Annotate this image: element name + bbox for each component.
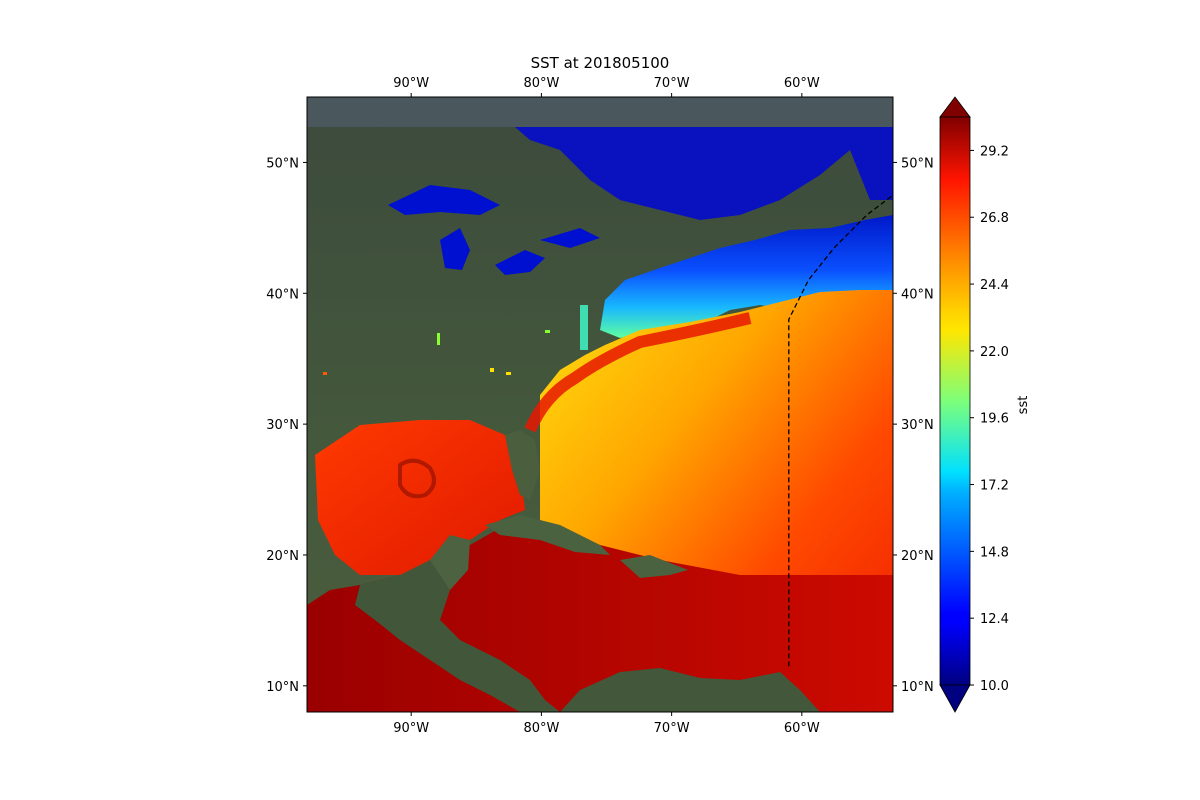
colorbar-tick-label: 10.0 <box>980 679 1009 694</box>
lon-label-top: 80°W <box>523 76 559 91</box>
colorbar-tick-label: 14.8 <box>980 545 1009 560</box>
lat-label-left: 30°N <box>266 418 299 433</box>
lat-label-right: 10°N <box>901 680 934 695</box>
colorbar-tick-label: 19.6 <box>980 412 1009 427</box>
great-lakes <box>388 185 600 275</box>
south-america-land <box>560 668 820 712</box>
lon-label-bottom: 80°W <box>523 721 559 736</box>
map-panel <box>307 97 893 712</box>
central-america-land <box>355 545 560 712</box>
lat-label-left: 50°N <box>266 156 299 171</box>
colorbar-body <box>939 116 971 686</box>
map-title: SST at 201805100 <box>531 54 670 72</box>
colorbar-tick-label: 22.0 <box>980 345 1009 360</box>
dashed-track-line <box>788 194 893 667</box>
lon-ticks-top: 90°W 80°W 70°W 60°W <box>393 76 820 97</box>
colorbar-label: sst <box>1016 396 1031 415</box>
colorbar-tick-label: 24.4 <box>980 278 1009 293</box>
lon-label-bottom: 60°W <box>784 721 820 736</box>
colorbar-tick-label: 17.2 <box>980 479 1009 494</box>
hispaniola-land <box>620 555 688 578</box>
colorbar-ticks: 10.0 12.4 14.8 17.2 19.6 22.0 24.4 26.8 29.2 <box>970 144 1009 694</box>
top-imagery-strip <box>307 97 893 127</box>
lon-label-top: 70°W <box>654 76 690 91</box>
yucatan-land <box>430 535 470 590</box>
lat-label-right: 20°N <box>901 549 934 564</box>
lat-label-right: 40°N <box>901 287 934 302</box>
lon-label-bottom: 90°W <box>393 721 429 736</box>
lon-ticks-bottom: 90°W 80°W 70°W 60°W <box>393 712 820 736</box>
lat-label-right: 50°N <box>901 156 934 171</box>
northern-water <box>515 127 893 220</box>
map-frame <box>306 96 894 713</box>
lon-label-top: 60°W <box>784 76 820 91</box>
colorbar-tick-label: 12.4 <box>980 612 1009 627</box>
colorbar-tick-label: 26.8 <box>980 211 1009 226</box>
lat-label-right: 30°N <box>901 418 934 433</box>
gulf-eddy <box>398 458 436 499</box>
colorbar-extend-min <box>939 684 971 713</box>
lat-ticks-left: 10°N 20°N 30°N 40°N 50°N <box>266 156 307 695</box>
lon-label-top: 90°W <box>393 76 429 91</box>
colorbar: 10.0 12.4 14.8 17.2 19.6 22.0 24.4 26.8 29.2 sst <box>939 96 1031 713</box>
colorbar-extend-max <box>939 96 971 118</box>
lat-ticks-right: 10°N 20°N 30°N 40°N 50°N <box>893 156 934 695</box>
cuba-land <box>485 515 610 555</box>
lat-label-left: 20°N <box>266 549 299 564</box>
cold-shelf-sea <box>600 215 893 338</box>
gulf-stream-band <box>524 312 752 433</box>
colorbar-tick-label: 29.2 <box>980 144 1009 159</box>
lat-label-left: 40°N <box>266 287 299 302</box>
lat-label-left: 10°N <box>266 680 299 695</box>
lon-label-bottom: 70°W <box>654 721 690 736</box>
florida-land <box>505 430 540 500</box>
inland-lake-dots <box>323 305 588 375</box>
